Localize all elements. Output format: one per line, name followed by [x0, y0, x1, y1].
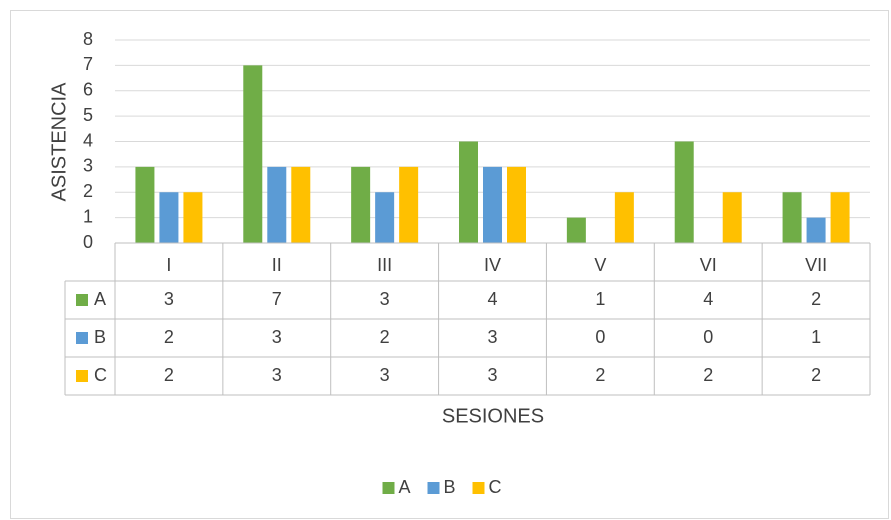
x-tick-label: IV	[484, 255, 501, 275]
chart-border	[10, 10, 889, 519]
legend-label: C	[489, 477, 502, 497]
y-tick-label: 7	[83, 54, 93, 74]
bar	[243, 65, 263, 243]
x-tick-label: VII	[805, 255, 827, 275]
table-cell: 3	[487, 327, 497, 347]
x-tick-label: I	[166, 255, 171, 275]
table-legend-key	[76, 332, 88, 344]
bar	[183, 192, 203, 243]
y-tick-label: 1	[83, 206, 93, 226]
legend-key	[472, 482, 485, 494]
bar	[291, 166, 311, 243]
table-cell: 4	[487, 289, 497, 309]
y-tick-label: 4	[83, 130, 93, 150]
bar	[375, 192, 395, 243]
bar	[135, 166, 155, 243]
table-row-label: A	[94, 289, 106, 309]
table-cell: 3	[164, 289, 174, 309]
x-tick-label: V	[594, 255, 606, 275]
table-cell: 1	[811, 327, 821, 347]
y-tick-label: 5	[83, 105, 93, 125]
y-tick-label: 3	[83, 156, 93, 176]
table-cell: 2	[164, 365, 174, 385]
x-tick-label: II	[272, 255, 282, 275]
x-tick-label: VI	[700, 255, 717, 275]
table-cell: 3	[272, 365, 282, 385]
table-cell: 3	[487, 365, 497, 385]
table-cell: 2	[703, 365, 713, 385]
y-tick-label: 0	[83, 232, 93, 252]
table-cell: 7	[272, 289, 282, 309]
x-axis-label: SESIONES	[442, 405, 544, 427]
table-cell: 2	[811, 289, 821, 309]
bar	[806, 217, 826, 243]
legend-label: B	[444, 477, 456, 497]
bar	[614, 192, 634, 243]
bar	[507, 166, 526, 243]
table-cell: 4	[703, 289, 713, 309]
bar	[267, 166, 287, 243]
table-cell: 2	[380, 327, 390, 347]
table-legend-key	[76, 294, 88, 306]
table-cell: 3	[272, 327, 282, 347]
bar	[483, 166, 502, 243]
table-cell: 3	[380, 365, 390, 385]
table-cell: 2	[595, 365, 605, 385]
table-cell: 1	[595, 289, 605, 309]
bar	[674, 141, 694, 243]
bar	[351, 166, 371, 243]
y-tick-label: 8	[83, 29, 93, 49]
table-cell: 2	[811, 365, 821, 385]
table-cell: 0	[703, 327, 713, 347]
legend-key	[382, 482, 395, 494]
legend-key	[427, 482, 440, 494]
bar	[830, 192, 850, 243]
table-row-label: B	[94, 327, 106, 347]
table-cell: 2	[164, 327, 174, 347]
bar	[722, 192, 742, 243]
y-axis-label: ASISTENCIA	[48, 82, 70, 202]
bar	[782, 192, 802, 243]
bar	[459, 141, 478, 243]
y-tick-label: 6	[83, 80, 93, 100]
table-row-label: C	[94, 365, 107, 385]
table-cell: 3	[380, 289, 390, 309]
legend-label: A	[399, 477, 411, 497]
x-tick-label: III	[377, 255, 392, 275]
bar	[399, 166, 419, 243]
y-tick-label: 2	[83, 181, 93, 201]
table-legend-key	[76, 370, 88, 382]
bar	[566, 217, 586, 243]
bar	[159, 192, 179, 243]
table-cell: 0	[595, 327, 605, 347]
